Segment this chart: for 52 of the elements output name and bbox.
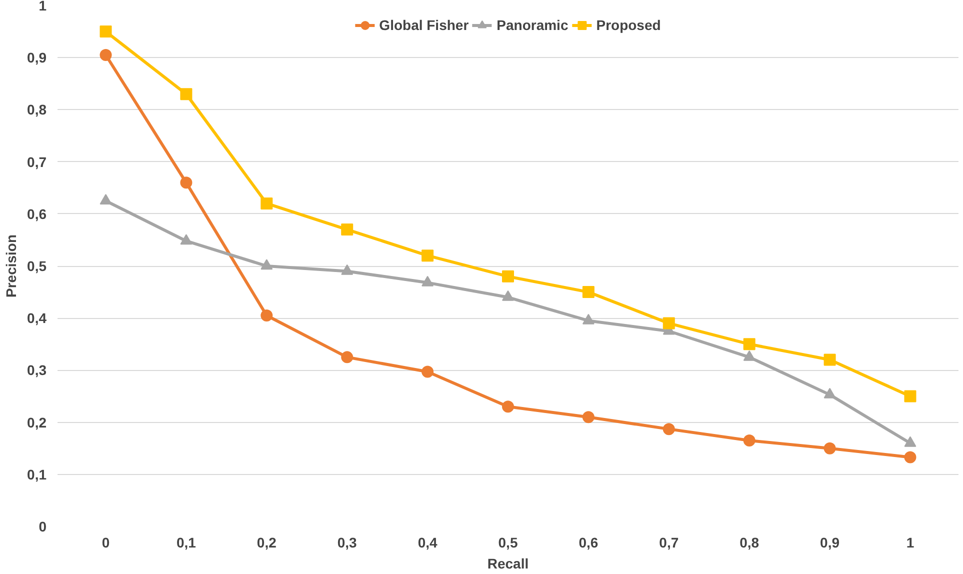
legend-label: Global Fisher xyxy=(379,17,469,33)
point xyxy=(100,26,112,38)
point xyxy=(662,423,675,436)
x-tick-label: 1 xyxy=(906,534,914,550)
point xyxy=(180,234,192,245)
point xyxy=(743,338,756,350)
point xyxy=(904,451,916,464)
point xyxy=(100,194,112,205)
point xyxy=(422,250,434,262)
x-axis-title: Recall xyxy=(487,556,529,572)
point xyxy=(341,224,354,236)
y-tick-label: 0 xyxy=(38,518,47,534)
point xyxy=(662,317,675,330)
point xyxy=(260,259,273,270)
y-tick-label: 0,6 xyxy=(27,206,47,222)
x-tick-label: 0,7 xyxy=(659,534,679,550)
point xyxy=(502,270,514,282)
legend-label: Proposed xyxy=(596,17,661,33)
point xyxy=(582,286,594,298)
point xyxy=(100,49,112,61)
y-tick-label: 0,2 xyxy=(27,414,47,430)
point xyxy=(824,354,836,366)
point xyxy=(180,88,192,100)
point xyxy=(341,351,354,364)
point xyxy=(502,400,514,413)
x-tick-label: 0 xyxy=(102,534,110,550)
y-tick-label: 0,3 xyxy=(27,362,47,378)
point xyxy=(582,411,594,424)
point xyxy=(260,310,273,322)
x-tick-label: 0,9 xyxy=(820,534,840,550)
y-tick-label: 0,9 xyxy=(27,50,47,66)
point xyxy=(904,390,916,402)
y-tick-label: 0,8 xyxy=(27,102,47,118)
point xyxy=(743,434,756,447)
x-tick-label: 0,1 xyxy=(176,534,196,550)
y-tick-label: 1 xyxy=(38,0,47,14)
y-axis-title: Precision xyxy=(3,234,20,298)
y-tick-label: 0,5 xyxy=(27,258,47,274)
point xyxy=(824,442,836,454)
y-tick-label: 0,7 xyxy=(27,154,47,170)
x-tick-label: 0,8 xyxy=(740,534,760,550)
legend-label: Panoramic xyxy=(496,17,568,33)
x-tick-label: 0,4 xyxy=(418,534,438,550)
x-tick-label: 0,6 xyxy=(578,534,598,550)
point xyxy=(260,197,273,210)
point xyxy=(180,176,192,189)
x-tick-label: 0,2 xyxy=(256,534,277,550)
x-tick-label: 0,3 xyxy=(337,534,358,550)
y-tick-label: 0,1 xyxy=(27,466,47,482)
point xyxy=(422,366,434,378)
x-tick-label: 0,5 xyxy=(498,534,518,550)
y-tick-label: 0,4 xyxy=(27,310,47,326)
